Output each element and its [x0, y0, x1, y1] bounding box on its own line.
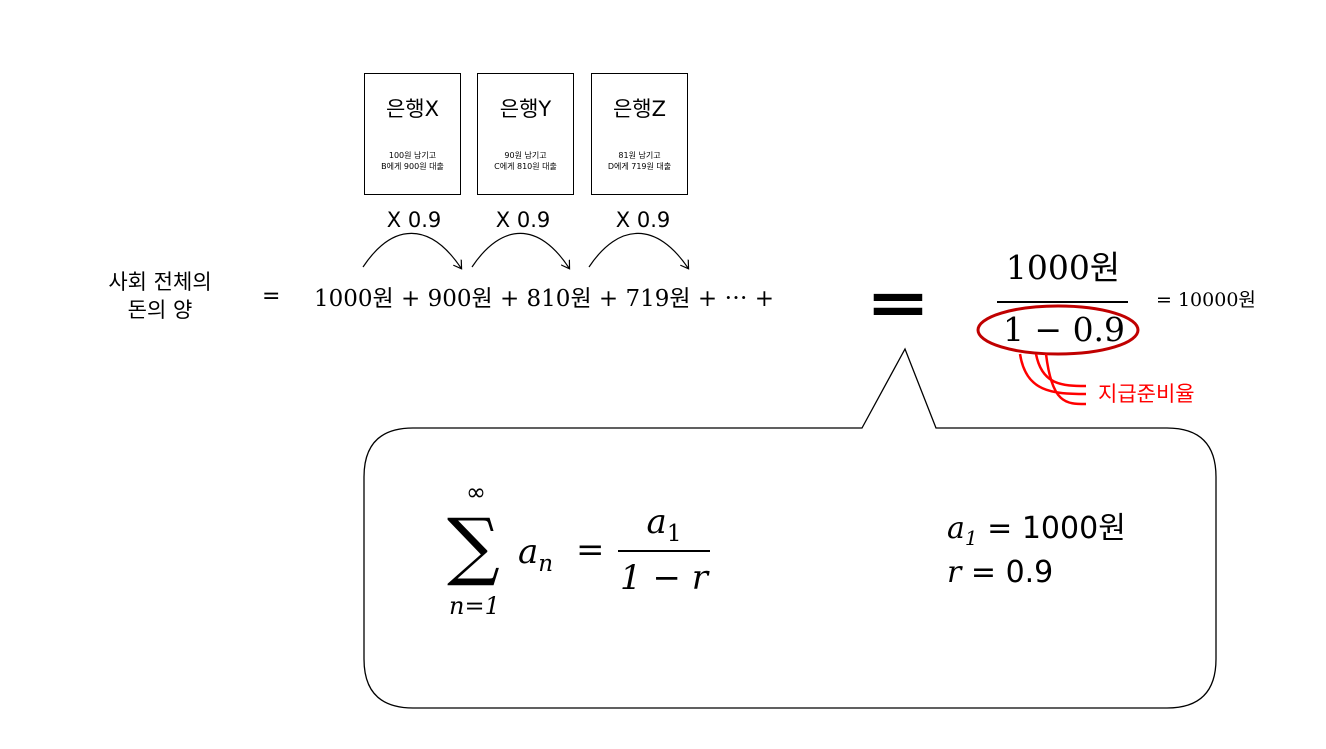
numerator-sub: 1 [666, 520, 682, 547]
bank-name: 은행Z [612, 97, 667, 121]
series-term-sub: n [538, 550, 554, 577]
fraction-bar [997, 301, 1128, 303]
param-a1-var: a [947, 511, 965, 546]
reserve-connector-line [1018, 353, 1087, 396]
bank-note-line: 100원 남기고 [388, 151, 437, 160]
multiplier-label: X 0.9 [495, 208, 551, 232]
bank-name: 은행Y [499, 97, 552, 121]
bank-note: 81원 남기고 D에게 719원 대출 [592, 150, 687, 172]
series-term: an [518, 530, 553, 586]
param-a1: a1 = 1000원 [947, 510, 1126, 557]
curved-arrow [362, 232, 461, 268]
bank-note-line: D에게 719원 대출 [607, 162, 672, 171]
fraction-denominator: 1 − 0.9 [1002, 310, 1126, 349]
bank-note-line: C에게 810원 대출 [494, 162, 557, 171]
denominator-highlight-ellipse [976, 304, 1140, 356]
bank-name: 은행X [385, 97, 440, 121]
bank-box-z: 은행Z 81원 남기고 D에게 719원 대출 [591, 73, 688, 195]
formula-fraction-bar [618, 550, 710, 552]
equals-big: = [865, 266, 931, 339]
bank-note-line: 90원 남기고 [504, 151, 547, 160]
formula-numerator: a1 [616, 500, 712, 556]
multiplier-label: X 0.9 [386, 208, 442, 232]
bank-note-line: B에게 900원 대출 [381, 162, 444, 171]
formula-equals: = [576, 530, 605, 570]
fraction-numerator: 1000원 [1005, 248, 1121, 287]
sum-upper-limit: ∞ [466, 478, 486, 506]
society-money-label: 사회 전체의 돈의 양 [80, 268, 240, 324]
bank-box-x: 은행X 100원 남기고 B에게 900원 대출 [364, 73, 461, 195]
formula-denominator: 1 − r [620, 558, 708, 598]
series-expression: 1000원 + 900원 + 810원 + 719원 + ⋯ + [314, 286, 775, 312]
bank-box-y: 은행Y 90원 남기고 C에게 810원 대출 [477, 73, 574, 195]
series-term-var: a [518, 532, 539, 572]
multiplier-label: X 0.9 [615, 208, 671, 232]
callout-bubble [363, 347, 1217, 709]
numerator-var: a [646, 502, 667, 542]
param-a1-sub: 1 [964, 526, 978, 550]
reserve-connector-line [1044, 353, 1087, 406]
bank-note: 100원 남기고 B에게 900원 대출 [365, 150, 460, 172]
society-money-line: 사회 전체의 [108, 270, 212, 294]
sum-lower-limit: n=1 [449, 592, 500, 620]
society-money-line: 돈의 양 [127, 298, 193, 322]
bank-note-line: 81원 남기고 [618, 151, 661, 160]
sum-symbol: ∑ [447, 503, 500, 589]
result-value: = 10000원 [1156, 289, 1256, 311]
reserve-connector-line [1034, 353, 1087, 388]
curved-arrow [471, 232, 569, 268]
param-r-value: = 0.9 [970, 555, 1054, 590]
curved-arrow [588, 232, 688, 268]
param-r: r = 0.9 [947, 554, 1053, 592]
param-a1-value: = 1000원 [987, 511, 1126, 546]
bank-note: 90원 남기고 C에게 810원 대출 [478, 150, 573, 172]
param-r-var: r [947, 555, 962, 590]
equals-small: = [262, 284, 281, 309]
reserve-ratio-label: 지급준비율 [1098, 382, 1195, 406]
